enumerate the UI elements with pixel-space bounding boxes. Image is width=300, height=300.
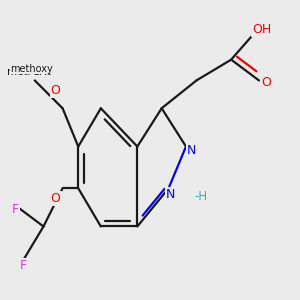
Text: O: O (51, 84, 61, 97)
Text: F: F (11, 202, 19, 216)
Text: methoxy: methoxy (10, 64, 53, 74)
Text: CH₃: CH₃ (31, 67, 52, 77)
Text: O: O (262, 76, 272, 89)
Text: F: F (20, 259, 27, 272)
Text: OH: OH (252, 22, 272, 35)
Text: -H: -H (195, 190, 208, 203)
Text: methoxy: methoxy (7, 67, 52, 77)
Text: O: O (51, 192, 61, 205)
Text: N: N (166, 188, 175, 201)
Text: N: N (187, 143, 196, 157)
